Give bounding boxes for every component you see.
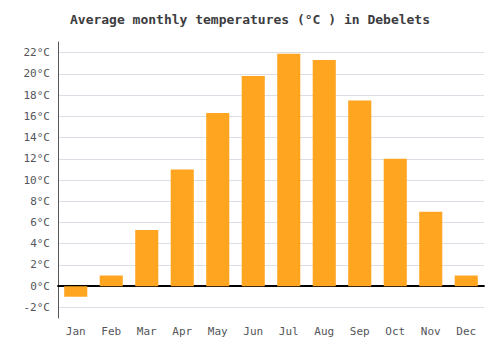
svg-text:Jun: Jun <box>243 325 263 338</box>
svg-text:6°C: 6°C <box>30 216 50 229</box>
svg-text:14°C: 14°C <box>24 131 51 144</box>
svg-text:0°C: 0°C <box>30 280 50 293</box>
svg-text:2°C: 2°C <box>30 258 50 271</box>
svg-text:Oct: Oct <box>385 325 405 338</box>
svg-text:8°C: 8°C <box>30 195 50 208</box>
svg-text:10°C: 10°C <box>24 174 51 187</box>
svg-text:16°C: 16°C <box>24 110 51 123</box>
svg-text:Aug: Aug <box>314 325 334 338</box>
svg-text:Sep: Sep <box>350 325 370 338</box>
svg-text:-2°C: -2°C <box>24 301 51 314</box>
svg-text:Nov: Nov <box>421 325 441 338</box>
svg-text:Jul: Jul <box>279 325 299 338</box>
svg-text:May: May <box>208 325 228 338</box>
svg-text:4°C: 4°C <box>30 237 50 250</box>
svg-text:Feb: Feb <box>101 325 121 338</box>
svg-text:22°C: 22°C <box>24 46 51 59</box>
svg-text:12°C: 12°C <box>24 152 51 165</box>
svg-text:20°C: 20°C <box>24 67 51 80</box>
svg-text:Dec: Dec <box>456 325 476 338</box>
svg-text:Apr: Apr <box>172 325 192 338</box>
svg-text:18°C: 18°C <box>24 89 51 102</box>
svg-text:Jan: Jan <box>66 325 86 338</box>
svg-text:Mar: Mar <box>137 325 157 338</box>
svg-text:Average monthly temperatures (: Average monthly temperatures (°C ) in De… <box>70 12 430 27</box>
